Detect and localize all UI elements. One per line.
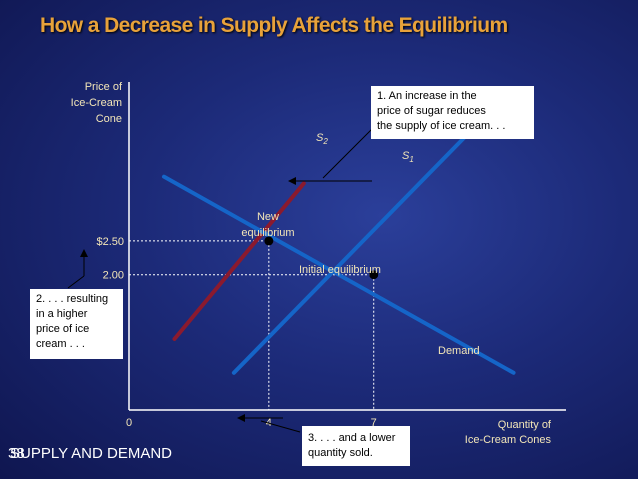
demand-curve <box>161 174 516 375</box>
new-equilibrium-point <box>264 236 274 246</box>
x-axis-label: Quantity of <box>498 419 552 431</box>
callout2-line: cream . . . <box>36 338 85 350</box>
s1-curve <box>231 113 488 375</box>
callout1-line: price of sugar reduces <box>377 105 486 117</box>
callout3-line: 3. . . . and a lower <box>308 432 396 444</box>
callout3-pointer <box>260 420 301 433</box>
s2-curve <box>172 181 306 341</box>
price-change-callout: 2. . . . resulting in a higher price of … <box>30 289 123 359</box>
callout1-line: the supply of ice cream. . . <box>377 120 506 132</box>
y-axis-label: Ice-Cream <box>71 97 122 109</box>
slide-title: How a Decrease in Supply Affects the Equ… <box>40 14 508 37</box>
x-tick-label: 7 <box>371 417 377 429</box>
supply-shift-callout: 1. An increase in the price of sugar red… <box>371 86 534 139</box>
callout2-line: in a higher <box>36 308 88 320</box>
s2-label: S2 <box>316 132 328 146</box>
initial-equilibrium-label: Initial equilibrium <box>299 264 381 276</box>
callout2-line: price of ice <box>36 323 90 335</box>
new-equilibrium-label: equilibrium <box>241 227 294 239</box>
x-tick-label: 0 <box>126 417 132 429</box>
footer-text: SUPPLY AND DEMAND <box>10 445 172 462</box>
callout2-line: 2. . . . resulting <box>36 293 109 305</box>
demand-label: Demand <box>438 345 480 357</box>
callout2-pointer <box>67 275 85 289</box>
initial-equilibrium-point <box>369 270 379 280</box>
quantity-change-callout: 3. . . . and a lower quantity sold. <box>302 426 410 466</box>
slide-number: 38 <box>8 445 25 462</box>
callout3-line: quantity sold. <box>308 447 373 459</box>
s1-label-subscript: 1 <box>409 155 413 164</box>
callout1-line: 1. An increase in the <box>377 90 477 102</box>
y-axis-label: Cone <box>96 113 122 125</box>
s1-label: S1 <box>402 150 414 164</box>
callout1-pointer <box>322 127 374 179</box>
y-axis-label: Price of <box>85 81 123 93</box>
y-tick-label: $2.50 <box>96 236 124 248</box>
new-equilibrium-label: New <box>257 211 279 223</box>
x-axis-label: Ice-Cream Cones <box>465 434 552 446</box>
y-tick-label: 2.00 <box>103 270 124 282</box>
s2-label-subscript: 2 <box>322 137 328 146</box>
